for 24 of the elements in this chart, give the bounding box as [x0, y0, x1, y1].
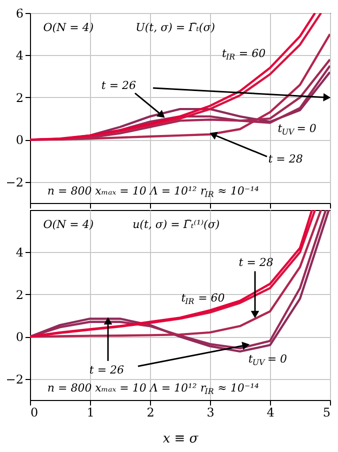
y-tick-label: 0 [16, 133, 24, 148]
annotation: u(t, σ) = Γ̄ₜ⁽¹⁾(σ) [132, 218, 220, 231]
annotation: t = 28 [268, 152, 303, 166]
y-tick-label: −2 [6, 175, 24, 190]
y-tick-label: 2 [16, 90, 24, 105]
annotation: t = 26 [101, 78, 136, 92]
annotation: U(t, σ) = Γ̄ₜ(σ) [136, 20, 216, 34]
annotation: O(N = 4) [43, 218, 94, 231]
x-tick-label: 2 [146, 406, 154, 420]
x-tick-label: 4 [266, 406, 275, 420]
y-tick-label: −2 [6, 372, 24, 386]
y-tick-label: 6 [16, 6, 24, 20]
annotation: t = 28 [238, 256, 274, 269]
x-tick-label: 3 [206, 406, 214, 420]
annotation: t = 26 [89, 363, 124, 376]
x-tick-label: 5 [322, 406, 330, 420]
y-tick-label: 2 [16, 288, 24, 302]
x-axis-title: x ≡ σ [162, 432, 200, 446]
annotation: O(N = 4) [43, 20, 94, 34]
y-tick-label: 0 [16, 330, 24, 344]
y-tick-label: 4 [16, 48, 24, 63]
x-tick-label: 0 [30, 406, 38, 420]
x-tick-label: 1 [86, 406, 94, 420]
y-tick-label: 4 [16, 246, 24, 260]
